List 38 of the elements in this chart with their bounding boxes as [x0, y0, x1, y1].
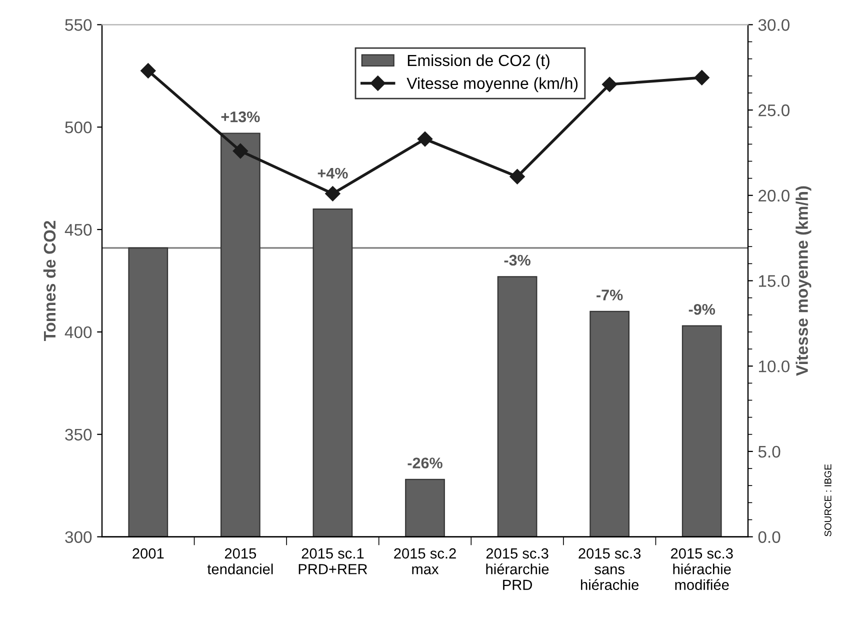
- y2-tick-label: 20.0: [758, 190, 790, 202]
- annotation: -7%: [596, 290, 623, 300]
- y-tick-label: 450: [64, 224, 92, 236]
- y-tick-label: 300: [65, 531, 92, 543]
- annotation: -3%: [504, 254, 530, 266]
- y2-axis-title: Vitesse moyenne (km/h): [796, 186, 812, 376]
- y-tick-label: 500: [65, 122, 92, 134]
- y-axis-title: Tonnes de CO2: [43, 220, 56, 342]
- x-tick-label: 2015 tendanciel: [207, 548, 273, 574]
- y-tick-label: 350: [65, 428, 92, 441]
- y2-tick-label: 10.0: [758, 360, 790, 372]
- x-tick-label: 2015 sc.1 PRD+RER: [298, 548, 368, 574]
- y2-tick-label: 15.0: [758, 275, 790, 287]
- point: [232, 143, 248, 159]
- point: [417, 131, 433, 147]
- annotation: +4%: [318, 168, 348, 179]
- point: [694, 70, 710, 86]
- point: [510, 169, 525, 184]
- x-tick-label: 2015 sc.3 sans hiérachie: [578, 548, 641, 590]
- y2-tick-label: 30.0: [758, 19, 790, 31]
- y2-tick-label: 5.0: [758, 446, 780, 458]
- point: [602, 76, 618, 92]
- annotation: +13%: [221, 111, 260, 122]
- source-note: SOURCE : IBGE: [824, 464, 832, 536]
- legend-label: Emission de CO2 (t): [408, 54, 550, 70]
- y-tick-label: 550: [65, 19, 92, 31]
- annotation: -9%: [688, 304, 716, 315]
- y2-tick-label: 0.0: [758, 531, 780, 543]
- x-tick-label: 2015 sc.3 hiérachie modifiée: [670, 548, 733, 590]
- y2-tick-label: 25.0: [758, 104, 790, 116]
- x-tick-label: 2001: [132, 548, 164, 559]
- annotation: -26%: [408, 458, 442, 468]
- x-tick-label: 2015 sc.2 max: [394, 548, 456, 574]
- point: [140, 63, 156, 78]
- y-tick-label: 400: [64, 326, 92, 338]
- x-tick-label: 2015 sc.3 hiérarchie PRD: [486, 548, 549, 590]
- point: [325, 186, 340, 202]
- legend-label: Vitesse moyenne (km/h): [406, 77, 578, 92]
